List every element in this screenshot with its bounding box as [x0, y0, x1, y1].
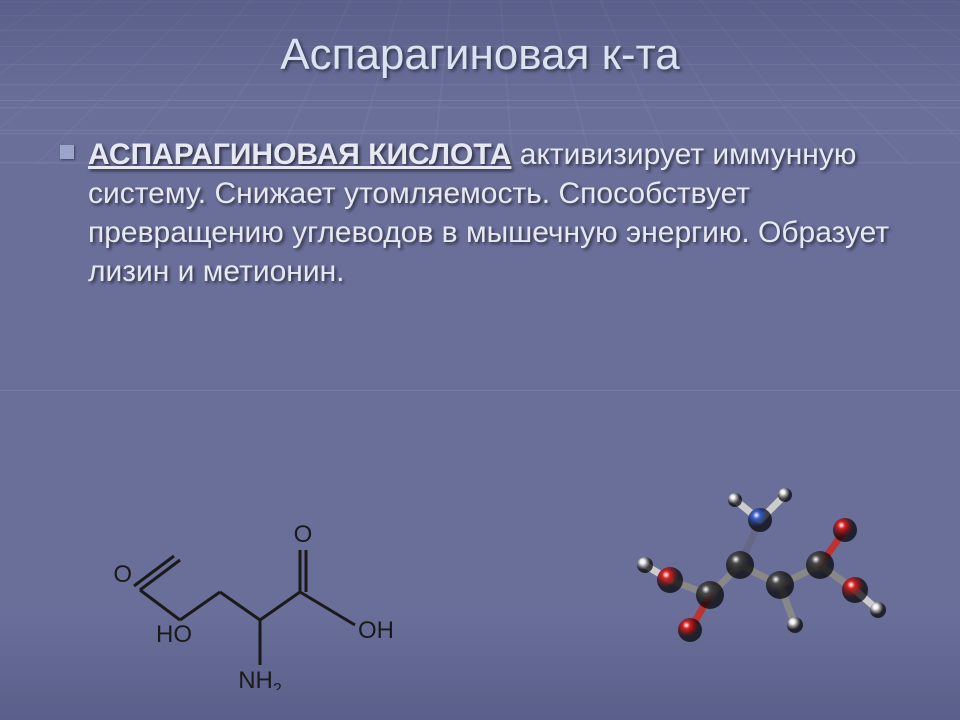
- slide-title: Аспарагиновая к-та: [0, 0, 960, 80]
- ball-stick-model: [620, 450, 900, 670]
- diagram-area: O HO O OH NH2: [0, 440, 960, 700]
- bullet-icon: [60, 145, 74, 159]
- svg-text:OH: OH: [358, 617, 394, 644]
- body-content: АСПАРАГИНОВАЯ КИСЛОТА активизирует иммун…: [60, 135, 900, 291]
- svg-text:O: O: [113, 561, 132, 588]
- svg-text:O: O: [294, 521, 313, 548]
- structural-formula: O HO O OH NH2: [100, 470, 440, 690]
- emphasis-text: АСПАРАГИНОВАЯ КИСЛОТА: [88, 138, 511, 171]
- svg-text:HO: HO: [156, 621, 192, 648]
- body-paragraph: АСПАРАГИНОВАЯ КИСЛОТА активизирует иммун…: [88, 135, 900, 291]
- svg-text:NH2: NH2: [238, 667, 282, 690]
